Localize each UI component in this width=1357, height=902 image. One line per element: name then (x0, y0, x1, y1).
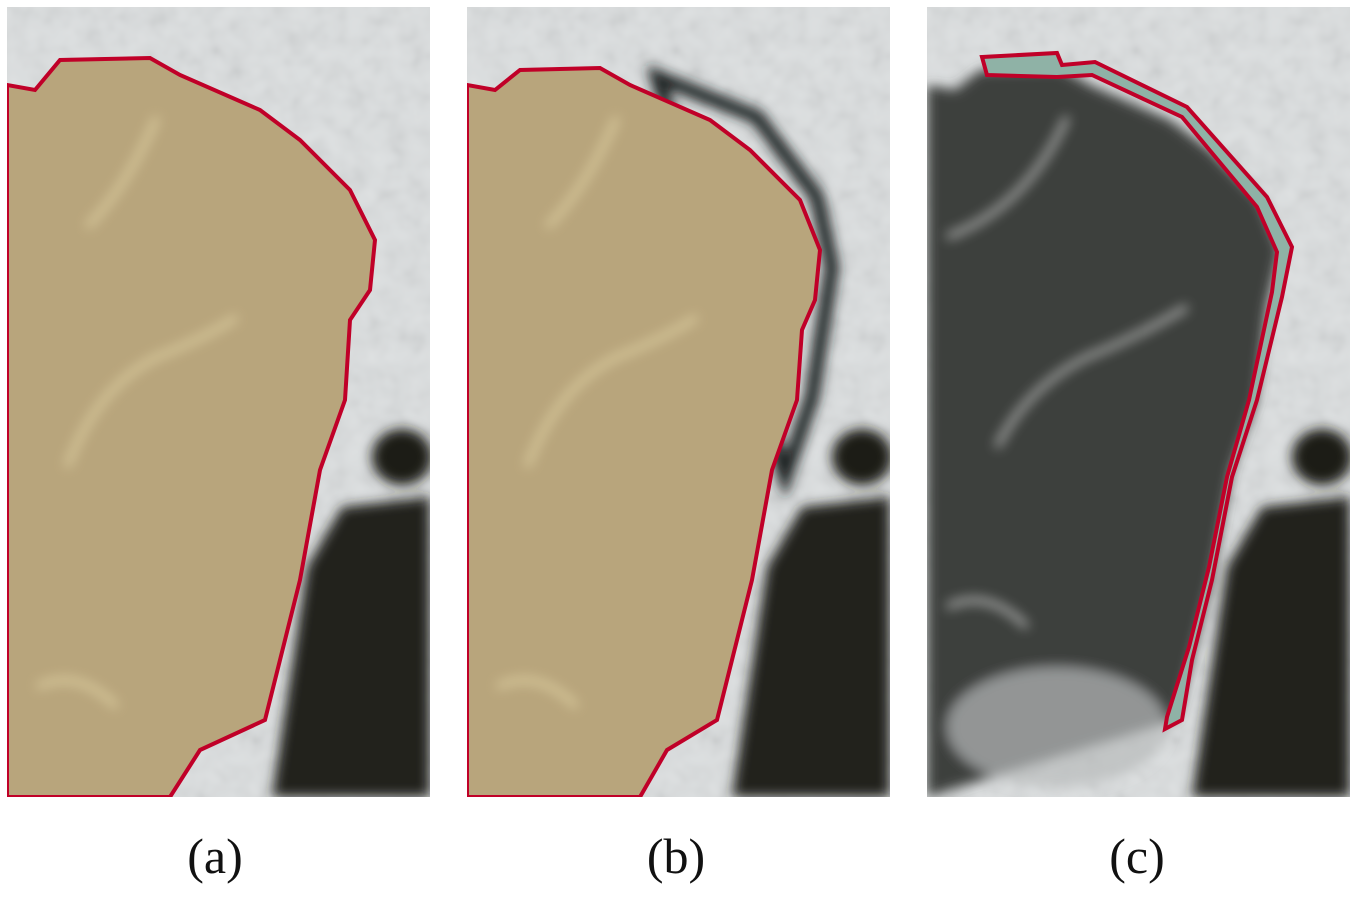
panel-caption: (b) (647, 828, 705, 884)
panel-caption: (a) (187, 828, 243, 884)
panel-c-image (927, 7, 1352, 797)
panel-a-image (7, 7, 432, 797)
panel-caption: (c) (1109, 828, 1165, 884)
panel-b-image (467, 7, 892, 797)
figure: (a) (b) (c) (0, 0, 1357, 902)
